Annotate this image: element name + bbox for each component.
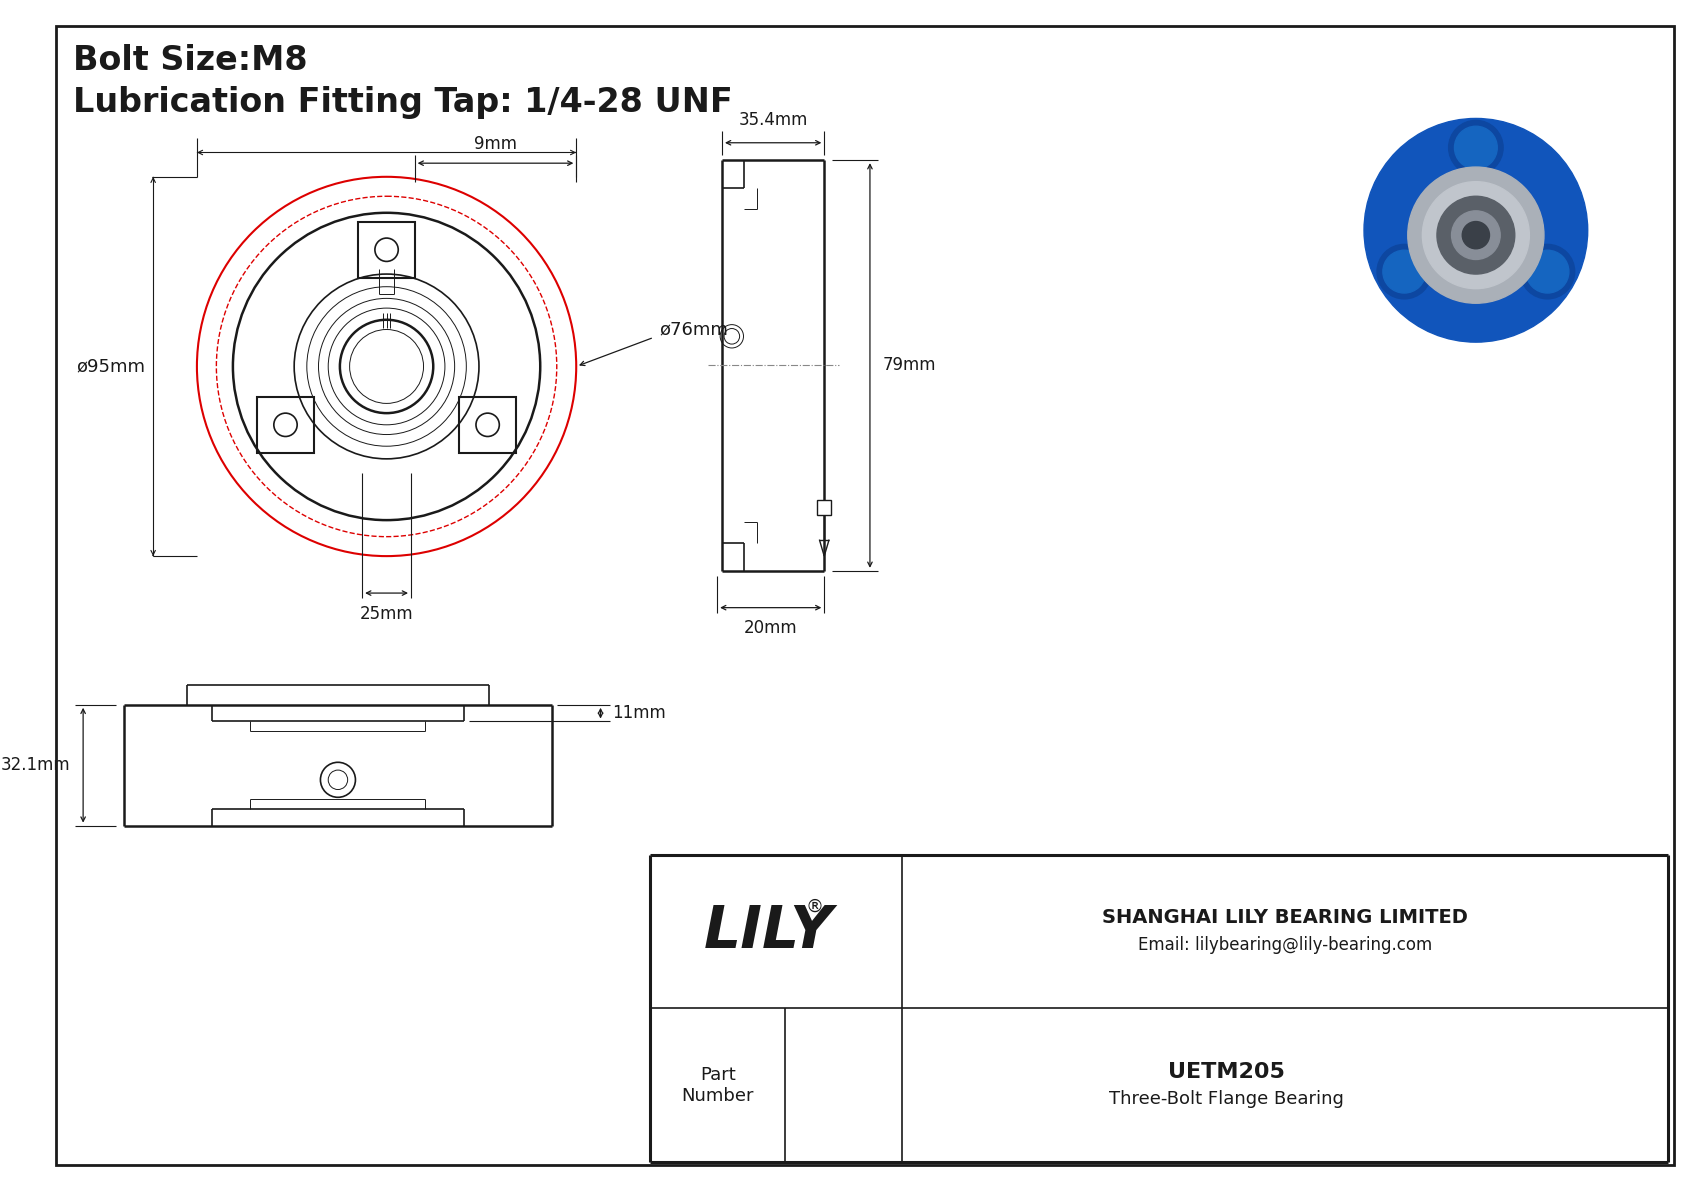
Text: Email: lilybearing@lily-bearing.com: Email: lilybearing@lily-bearing.com xyxy=(1138,936,1433,954)
Text: UETM205: UETM205 xyxy=(1169,1061,1285,1081)
Circle shape xyxy=(1364,118,1588,342)
Circle shape xyxy=(1526,250,1569,293)
Circle shape xyxy=(1448,120,1504,175)
Text: ø95mm: ø95mm xyxy=(76,357,145,375)
Text: 35.4mm: 35.4mm xyxy=(739,111,808,129)
Text: 25mm: 25mm xyxy=(360,605,413,623)
Text: Three-Bolt Flange Bearing: Three-Bolt Flange Bearing xyxy=(1110,1090,1344,1108)
Circle shape xyxy=(1452,211,1500,260)
Text: 11mm: 11mm xyxy=(613,704,665,722)
Bar xyxy=(359,222,414,278)
Bar xyxy=(817,500,830,516)
Text: 9mm: 9mm xyxy=(473,136,517,154)
Text: 20mm: 20mm xyxy=(744,619,798,637)
Bar xyxy=(258,397,313,453)
Circle shape xyxy=(1462,222,1489,249)
Text: 79mm: 79mm xyxy=(882,356,936,374)
Text: LILY: LILY xyxy=(704,903,834,960)
Circle shape xyxy=(1383,250,1426,293)
Circle shape xyxy=(1455,126,1497,169)
Text: ø76mm: ø76mm xyxy=(658,320,727,338)
Text: SHANGHAI LILY BEARING LIMITED: SHANGHAI LILY BEARING LIMITED xyxy=(1103,909,1468,928)
Circle shape xyxy=(1423,182,1529,288)
Text: 32.1mm: 32.1mm xyxy=(2,756,71,774)
Text: Bolt Size:M8: Bolt Size:M8 xyxy=(74,44,308,76)
Circle shape xyxy=(1436,197,1516,274)
Text: Part
Number: Part Number xyxy=(682,1066,754,1104)
Bar xyxy=(460,397,515,453)
Text: ®: ® xyxy=(807,897,823,915)
Circle shape xyxy=(1408,167,1544,304)
Text: Lubrication Fitting Tap: 1/4-28 UNF: Lubrication Fitting Tap: 1/4-28 UNF xyxy=(74,87,733,119)
Circle shape xyxy=(1521,244,1575,299)
Circle shape xyxy=(1378,244,1431,299)
